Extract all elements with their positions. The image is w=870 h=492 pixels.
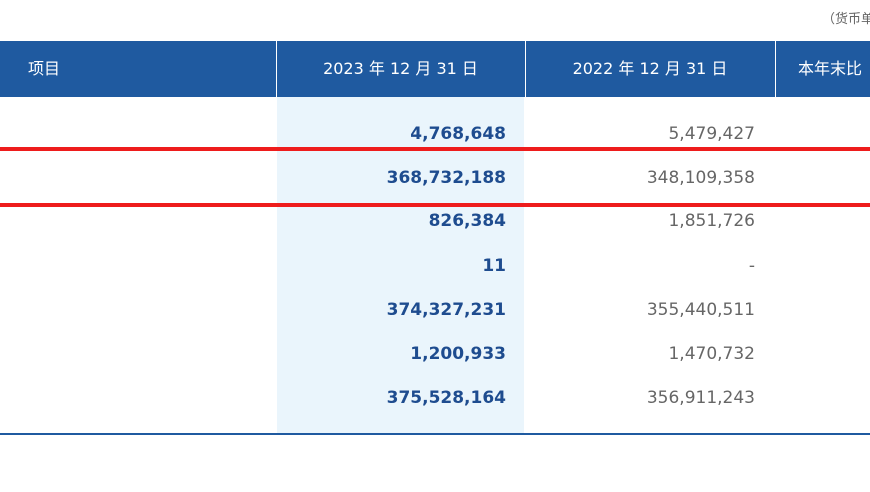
header-divider	[276, 41, 277, 97]
value-2022: 1,851,726	[668, 211, 755, 231]
value-2022: 5,479,427	[668, 124, 755, 144]
currency-unit-note: （货币单	[822, 12, 870, 27]
value-2022: 348,109,358	[646, 168, 755, 188]
table-row: 4,768,648 5,479,427	[0, 112, 870, 156]
table-row: 374,327,231 355,440,511	[0, 288, 870, 332]
table-row: 1,200,933 1,470,732	[0, 332, 870, 376]
header-item: 项目	[28, 59, 61, 78]
table-row: 826,384 1,851,726	[0, 199, 870, 243]
header-2022: 2022 年 12 月 31 日	[572, 59, 728, 78]
value-2022: 356,911,243	[646, 388, 755, 408]
header-2023: 2023 年 12 月 31 日	[323, 59, 478, 78]
table-row: 375,528,164 356,911,243	[0, 376, 870, 420]
header-change: 本年末比	[798, 59, 863, 78]
value-2023: 1,200,933	[410, 344, 506, 364]
table-bottom-rule	[0, 433, 870, 435]
value-2023: 368,732,188	[386, 168, 506, 188]
value-2022: 355,440,511	[646, 300, 755, 320]
red-highlight-bottom-line	[0, 203, 870, 207]
value-2023: 826,384	[428, 211, 506, 231]
value-2022: 1,470,732	[668, 344, 755, 364]
red-highlight-top-line	[0, 147, 870, 151]
header-divider	[525, 41, 526, 97]
table-header: 项目 2023 年 12 月 31 日 2022 年 12 月 31 日 本年末…	[0, 41, 870, 97]
value-2022: -	[748, 256, 755, 276]
value-2023: 374,327,231	[386, 300, 506, 320]
value-2023: 375,528,164	[386, 388, 506, 408]
value-2023: 4,768,648	[410, 124, 506, 144]
table-row: 11 -	[0, 244, 870, 288]
table-row: 368,732,188 348,109,358	[0, 156, 870, 200]
header-divider	[775, 41, 776, 97]
value-2023: 11	[482, 256, 506, 276]
highlighted-2023-column	[277, 97, 524, 434]
